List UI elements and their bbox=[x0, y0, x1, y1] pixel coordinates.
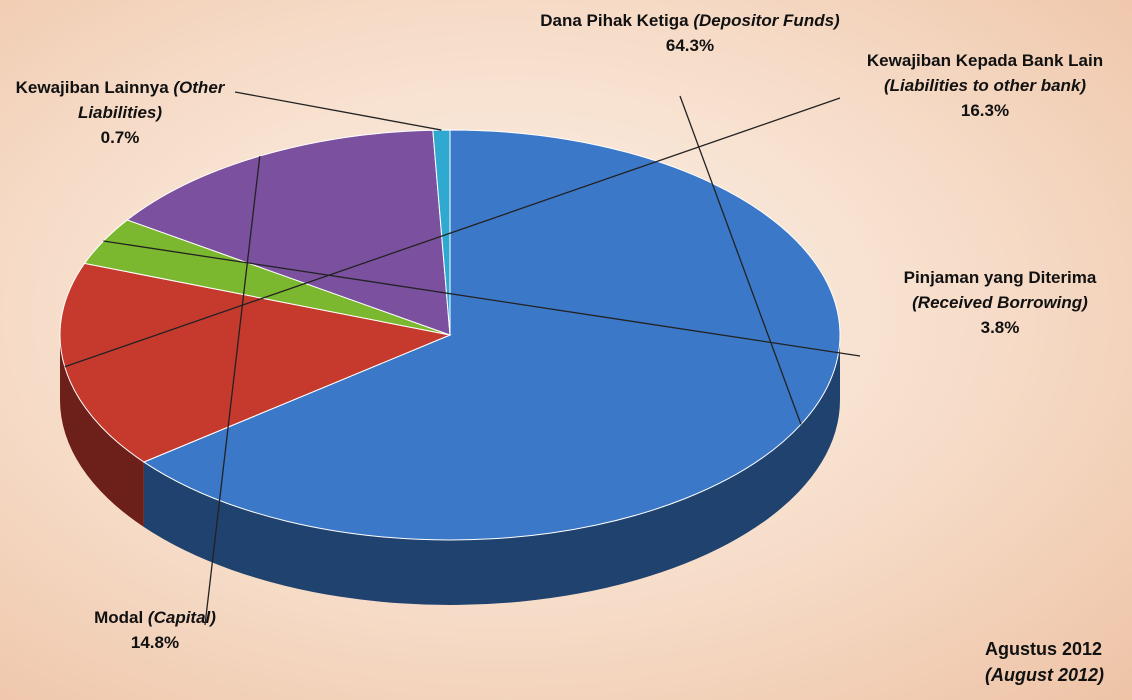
label-value: 16.3% bbox=[960, 101, 1010, 120]
label-text: Pinjaman yang Diterima (Received Borrowi… bbox=[870, 265, 1130, 315]
pie-sides bbox=[60, 335, 840, 605]
leader-line bbox=[234, 91, 442, 131]
label-value: 3.8% bbox=[980, 318, 1020, 337]
label-name-en: (Depositor Funds) bbox=[693, 11, 840, 30]
label-name: Pinjaman yang Diterima bbox=[903, 268, 1097, 287]
slice-side bbox=[60, 335, 144, 528]
pie-tops bbox=[59, 129, 841, 541]
label-name-en: (Other Liabilities) bbox=[77, 78, 225, 122]
label-value: 64.3% bbox=[665, 36, 715, 55]
slice-label: Kewajiban Lainnya (Other Liabilities) 0.7… bbox=[0, 75, 240, 150]
slice-label: Kewajiban Kepada Bank Lain (Liabilities … bbox=[855, 48, 1115, 123]
label-name-en: (Liabilities to other bank) bbox=[883, 76, 1087, 95]
leader-line bbox=[103, 240, 861, 357]
label-text: Kewajiban Kepada Bank Lain (Liabilities … bbox=[855, 48, 1115, 98]
leader-line bbox=[679, 95, 802, 425]
label-name: Dana Pihak Ketiga bbox=[540, 11, 689, 30]
label-text: Dana Pihak Ketiga (Depositor Funds) bbox=[540, 8, 840, 33]
label-value: 14.8% bbox=[130, 633, 180, 652]
leader-line bbox=[204, 155, 261, 626]
label-name: Kewajiban Lainnya bbox=[15, 78, 169, 97]
period-id: Agustus 2012 bbox=[985, 639, 1103, 659]
period-note: Agustus 2012 (August 2012) bbox=[985, 636, 1104, 688]
leader-line bbox=[64, 97, 841, 368]
period-en: (August 2012) bbox=[985, 665, 1105, 685]
label-name-en: (Received Borrowing) bbox=[912, 293, 1088, 312]
label-name-en: (Capital) bbox=[147, 608, 216, 627]
slice-label: Pinjaman yang Diterima (Received Borrowi… bbox=[870, 265, 1130, 340]
label-text: Kewajiban Lainnya (Other Liabilities) bbox=[0, 75, 240, 125]
slice-label: Modal (Capital) 14.8% bbox=[55, 605, 255, 655]
label-name: Kewajiban Kepada Bank Lain bbox=[866, 51, 1104, 70]
slice-side bbox=[143, 335, 840, 605]
slice-label: Dana Pihak Ketiga (Depositor Funds) 64.3% bbox=[540, 8, 840, 58]
label-value: 0.7% bbox=[100, 128, 140, 147]
label-name: Modal bbox=[94, 608, 144, 627]
label-text: Modal (Capital) bbox=[55, 605, 255, 630]
